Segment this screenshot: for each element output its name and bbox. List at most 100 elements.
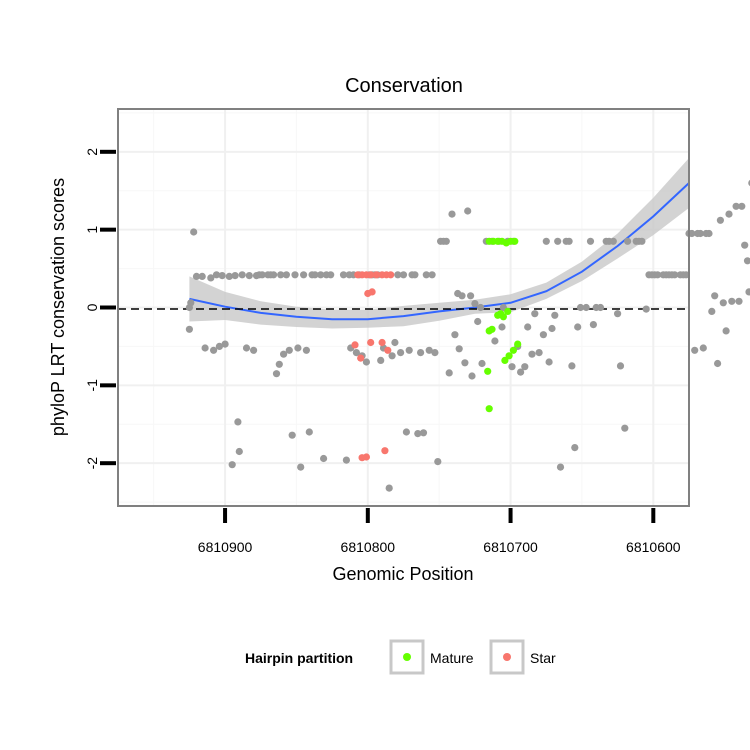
legend: Hairpin partition Mature Star [245,639,556,675]
x-tick-label: 6810700 [483,539,538,555]
point-unpartitioned [280,350,288,358]
point-unpartitioned [210,346,218,354]
x-axis: 6810900 6810800 6810700 6810600 [198,508,681,555]
point-unpartitioned [190,228,198,236]
legend-label-star: Star [530,650,556,666]
point-unpartitioned [405,346,413,354]
point-unpartitioned [402,428,410,436]
point-mature [484,367,492,375]
point-unpartitioned [277,271,285,279]
point-unpartitioned [327,271,335,279]
point-unpartitioned [616,362,625,370]
point-unpartitioned [201,344,209,352]
point-unpartitioned [614,310,622,318]
point-unpartitioned [589,321,598,329]
point-unpartitioned [568,362,576,370]
point-unpartitioned [624,237,632,245]
point-unpartitioned [391,338,399,347]
point-unpartitioned [741,241,749,249]
point-unpartitioned [539,331,548,339]
point-unpartitioned [377,356,385,364]
y-tick-label: 2 [84,148,100,156]
point-unpartitioned [531,310,539,318]
y-tick-label: 1 [84,226,100,234]
point-star [372,271,380,279]
point-unpartitioned [535,349,543,357]
point-unpartitioned [272,370,281,378]
point-unpartitioned [451,331,459,339]
legend-key-star-box [489,639,525,675]
point-unpartitioned [221,340,229,348]
point-mature [499,313,507,321]
point-unpartitioned [705,229,713,238]
point-unpartitioned [517,368,525,376]
point-unpartitioned [185,325,193,333]
point-unpartitioned [192,272,201,280]
smooth-line [189,182,690,321]
point-star [378,338,386,347]
point-unpartitioned [270,271,278,279]
point-star [351,341,359,349]
point-unpartitioned [582,303,590,312]
point-unpartitioned [654,271,662,279]
point-unpartitioned [524,323,532,331]
legend-key-star [503,653,511,661]
point-unpartitioned [320,454,328,463]
point-unpartitioned [735,297,743,305]
point-unpartitioned [696,229,705,238]
point-mature [505,352,513,360]
point-unpartitioned [215,342,223,350]
point-unpartitioned [458,292,466,300]
confidence-band-area [189,158,689,329]
point-unpartitioned [388,352,396,360]
point-mature [514,340,522,348]
point-unpartitioned [297,463,305,471]
point-unpartitioned [699,344,707,352]
point-unpartitioned [288,431,296,439]
smooth-fit-line [189,182,690,321]
y-axis: 2 1 0 -1 -2 [84,148,116,470]
point-unpartitioned [445,369,453,377]
point-star [357,354,365,362]
x-tick-label: 6810600 [626,539,681,555]
point-unpartitioned [528,350,536,358]
point-unpartitioned [671,271,679,279]
point-mature [485,405,493,413]
legend-title: Hairpin partition [245,650,353,666]
point-unpartitioned [397,349,405,357]
point-unpartitioned [467,292,475,300]
point-unpartitioned [275,360,283,368]
chart-title: Conservation [345,75,463,97]
point-unpartitioned [417,349,425,357]
point-star [387,271,395,279]
point-unpartitioned [428,271,436,279]
y-tick-label: -2 [84,457,100,470]
point-unpartitioned [691,346,699,354]
point-unpartitioned [235,447,243,456]
point-unpartitioned [294,344,302,352]
x-axis-label: Genomic Position [332,564,473,584]
point-unpartitioned [399,271,408,279]
x-tick-label: 6810900 [198,539,253,555]
point-unpartitioned [554,237,562,245]
point-unpartitioned [621,424,629,432]
point-unpartitioned [394,271,402,279]
point-unpartitioned [551,311,559,319]
point-unpartitioned [542,237,550,245]
point-unpartitioned [425,346,433,354]
point-unpartitioned [187,299,195,307]
point-unpartitioned [225,272,233,280]
point-unpartitioned [498,323,506,331]
point-unpartitioned [198,272,206,280]
point-unpartitioned [228,461,236,469]
point-unpartitioned [461,359,469,367]
point-unpartitioned [682,271,690,279]
point-unpartitioned [464,207,472,215]
point-unpartitioned [442,237,450,245]
point-unpartitioned [317,271,325,279]
point-mature [509,346,517,354]
point-unpartitioned [448,210,456,218]
point-unpartitioned [728,297,736,305]
point-unpartitioned [576,303,585,312]
point-unpartitioned [414,430,422,438]
